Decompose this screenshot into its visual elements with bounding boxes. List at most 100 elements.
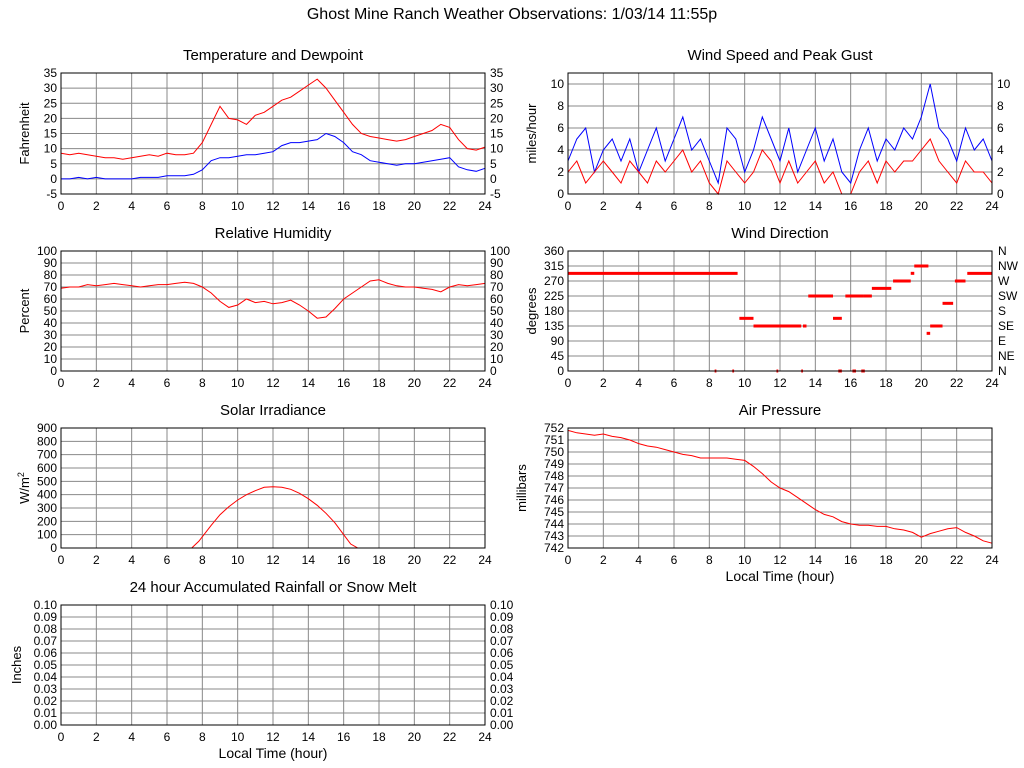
y-tick-label-right: 15 xyxy=(490,127,504,141)
x-axis-label: Local Time (hour) xyxy=(726,568,835,584)
compass-label: SW xyxy=(998,289,1018,303)
y-axis-label: W/m2 xyxy=(16,472,32,504)
y-tick-label-right: 0.05 xyxy=(490,658,514,672)
y-tick-label: 35 xyxy=(44,66,58,80)
x-tick-label: 22 xyxy=(443,730,457,744)
chart-title: Wind Speed and Peak Gust xyxy=(687,47,873,64)
x-tick-label: 2 xyxy=(93,553,100,567)
x-tick-label: 10 xyxy=(231,730,245,744)
x-tick-label: 22 xyxy=(443,376,457,390)
y-axis-label: millibars xyxy=(514,464,529,512)
x-tick-label: 2 xyxy=(93,199,100,213)
x-tick-label: 14 xyxy=(302,376,316,390)
x-tick-label: 8 xyxy=(706,376,713,390)
y-tick-label: 20 xyxy=(44,111,58,125)
y-tick-label: 750 xyxy=(544,445,564,459)
x-tick-label: 0 xyxy=(565,199,572,213)
y-tick-label: 600 xyxy=(37,461,57,475)
y-tick-label: 300 xyxy=(37,501,57,515)
x-tick-label: 16 xyxy=(844,199,858,213)
y-tick-label: 742 xyxy=(544,541,564,555)
y-tick-label-right: 60 xyxy=(490,292,504,306)
y-tick-label-right: -5 xyxy=(490,187,501,201)
x-tick-label: 6 xyxy=(164,553,171,567)
y-tick-label: 0 xyxy=(50,364,57,378)
y-tick-label-right: 0.09 xyxy=(490,610,514,624)
y-tick-label: 0 xyxy=(50,172,57,186)
x-tick-label: 6 xyxy=(671,199,678,213)
y-tick-label-right: 20 xyxy=(490,340,504,354)
x-tick-label: 18 xyxy=(879,199,893,213)
y-tick-label-right: 0 xyxy=(490,364,497,378)
y-tick-label-right: 0.08 xyxy=(490,622,514,636)
page-title: Ghost Mine Ranch Weather Observations: 1… xyxy=(306,6,718,23)
y-tick-label: 0.01 xyxy=(34,706,58,720)
y-tick-label: 0.08 xyxy=(34,622,58,636)
chart-title: Wind Direction xyxy=(731,225,829,242)
chart-title: Solar Irradiance xyxy=(220,402,326,419)
series-line-0 xyxy=(60,78,486,160)
compass-label: N xyxy=(998,364,1007,378)
y-tick-label: 315 xyxy=(544,259,564,273)
plot-frame xyxy=(60,604,486,726)
y-tick-label: 50 xyxy=(44,304,58,318)
compass-label: W xyxy=(998,274,1010,288)
x-tick-label: 4 xyxy=(128,199,135,213)
x-tick-label: 4 xyxy=(128,553,135,567)
x-tick-label: 10 xyxy=(738,553,752,567)
y-tick-label-right: 90 xyxy=(490,256,504,270)
x-tick-label: 8 xyxy=(199,553,206,567)
x-tick-label: 2 xyxy=(600,376,607,390)
y-tick-label-right: 0.06 xyxy=(490,646,514,660)
y-tick-label-right: 35 xyxy=(490,66,504,80)
x-tick-label: 8 xyxy=(199,376,206,390)
y-tick-label: 360 xyxy=(544,244,564,258)
plot-frame xyxy=(60,427,486,549)
x-tick-label: 10 xyxy=(231,553,245,567)
plot-frame xyxy=(60,250,486,372)
x-tick-label: 20 xyxy=(408,376,422,390)
x-tick-label: 2 xyxy=(93,730,100,744)
y-tick-label: 100 xyxy=(37,528,57,542)
x-tick-label: 10 xyxy=(231,376,245,390)
x-tick-label: 8 xyxy=(199,199,206,213)
y-tick-label: 800 xyxy=(37,434,57,448)
y-tick-label-right: 40 xyxy=(490,316,504,330)
y-tick-label-right: 30 xyxy=(490,328,504,342)
y-tick-label-right: 0.03 xyxy=(490,682,514,696)
x-tick-label: 24 xyxy=(478,553,492,567)
x-tick-label: 0 xyxy=(58,553,65,567)
x-tick-label: 0 xyxy=(58,199,65,213)
chart-title: Temperature and Dewpoint xyxy=(183,47,364,64)
x-tick-label: 2 xyxy=(600,553,607,567)
y-tick-label-right: 0.00 xyxy=(490,718,514,732)
x-tick-label: 20 xyxy=(915,376,929,390)
y-tick-label: 135 xyxy=(544,319,564,333)
y-tick-label: 270 xyxy=(544,274,564,288)
y-tick-label-right: 0.10 xyxy=(490,598,514,612)
y-tick-label: 0.07 xyxy=(34,634,58,648)
x-tick-label: 20 xyxy=(915,199,929,213)
y-tick-label: 10 xyxy=(551,77,565,91)
x-tick-label: 2 xyxy=(600,199,607,213)
x-tick-label: 2 xyxy=(93,376,100,390)
y-tick-label: 748 xyxy=(544,469,564,483)
x-tick-label: 24 xyxy=(985,376,999,390)
series-line-0 xyxy=(567,429,993,544)
x-tick-label: 10 xyxy=(738,199,752,213)
x-tick-label: 0 xyxy=(565,376,572,390)
y-tick-label: 0.02 xyxy=(34,694,58,708)
y-tick-label: 751 xyxy=(544,433,564,447)
plot-frame xyxy=(60,72,486,195)
y-tick-label: 749 xyxy=(544,457,564,471)
x-tick-label: 14 xyxy=(809,553,823,567)
x-tick-label: 6 xyxy=(164,376,171,390)
x-tick-label: 12 xyxy=(773,553,787,567)
x-tick-label: 6 xyxy=(164,730,171,744)
compass-label: SE xyxy=(998,319,1014,333)
y-tick-label: 225 xyxy=(544,289,564,303)
x-tick-label: 24 xyxy=(985,553,999,567)
